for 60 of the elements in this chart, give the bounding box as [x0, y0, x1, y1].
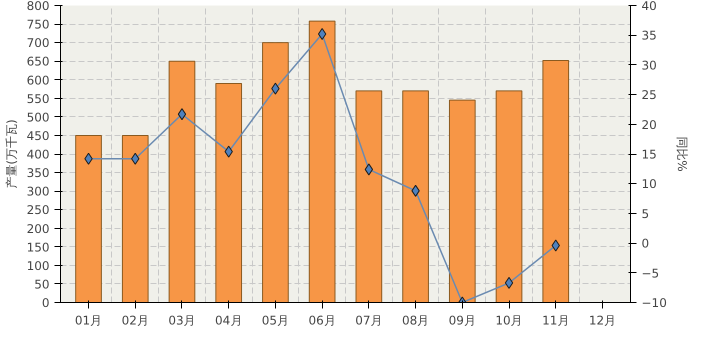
y2-tick-label: −10	[642, 296, 667, 310]
bar	[356, 90, 382, 302]
y-tick-label: 300	[26, 184, 50, 199]
y-axis-title: 产量(万千瓦)	[4, 119, 19, 189]
y2-tick-label: 40	[642, 0, 657, 13]
y-tick-label: 50	[34, 277, 50, 292]
y-tick-label: 800	[26, 0, 50, 13]
bar	[496, 90, 522, 302]
y2-tick-label: 25	[642, 88, 657, 102]
y-tick-label: 350	[26, 166, 50, 180]
point	[411, 184, 420, 197]
y-tick-label: 0	[42, 296, 50, 310]
x-tick-label: 10月	[495, 314, 523, 328]
y-tick-label: 650	[26, 54, 50, 69]
bar	[262, 42, 289, 302]
y-tick-label: 550	[26, 92, 50, 106]
y-tick-label: 600	[26, 73, 50, 88]
y2-tick-label: 15	[642, 148, 657, 162]
y2-tick-label: 0	[642, 236, 650, 251]
y-tick-label: 200	[26, 222, 50, 236]
y-tick-label: 700	[26, 36, 50, 50]
point	[178, 108, 186, 120]
x-tick-label: 05月	[262, 314, 290, 328]
y2-tick-label: 20	[642, 118, 657, 132]
point	[504, 276, 514, 289]
y2-tick-label: −5	[642, 266, 660, 280]
y2-tick-label: 10	[642, 177, 657, 192]
y2-axis-title: 同比%	[674, 136, 689, 172]
x-tick-label: 12月	[588, 314, 616, 328]
x-tick-label: 11月	[542, 314, 570, 328]
x-tick-label: 01月	[74, 314, 102, 328]
bar	[215, 82, 242, 302]
bar	[542, 60, 570, 302]
x-tick-label: 03月	[168, 314, 196, 328]
x-tick-label: 06月	[308, 314, 336, 328]
y-tick-label: 750	[26, 18, 50, 32]
x-tick-label: 09月	[448, 314, 476, 328]
y-tick-label: 100	[26, 258, 50, 273]
y-tick-label: 250	[26, 203, 50, 218]
bar	[308, 20, 336, 302]
bar	[75, 134, 102, 302]
x-tick-label: 07月	[355, 314, 383, 328]
y2-tick-label: 30	[642, 58, 657, 72]
y2-tick-label: 35	[642, 28, 657, 43]
y2-tick-label: 5	[642, 206, 650, 221]
bar	[402, 90, 429, 302]
point	[271, 82, 280, 95]
point	[364, 163, 374, 176]
point	[318, 28, 326, 40]
x-tick-label: 04月	[215, 314, 242, 328]
y-tick-label: 500	[26, 110, 50, 124]
bar	[168, 60, 196, 302]
x-tick-label: 08月	[402, 314, 430, 328]
x-tick-label: 02月	[122, 314, 149, 328]
y-tick-label: 400	[26, 148, 50, 162]
point	[84, 152, 93, 165]
y-tick-label: 450	[26, 128, 50, 143]
bar	[122, 134, 149, 302]
y-tick-label: 150	[26, 240, 50, 254]
bar	[448, 100, 476, 302]
